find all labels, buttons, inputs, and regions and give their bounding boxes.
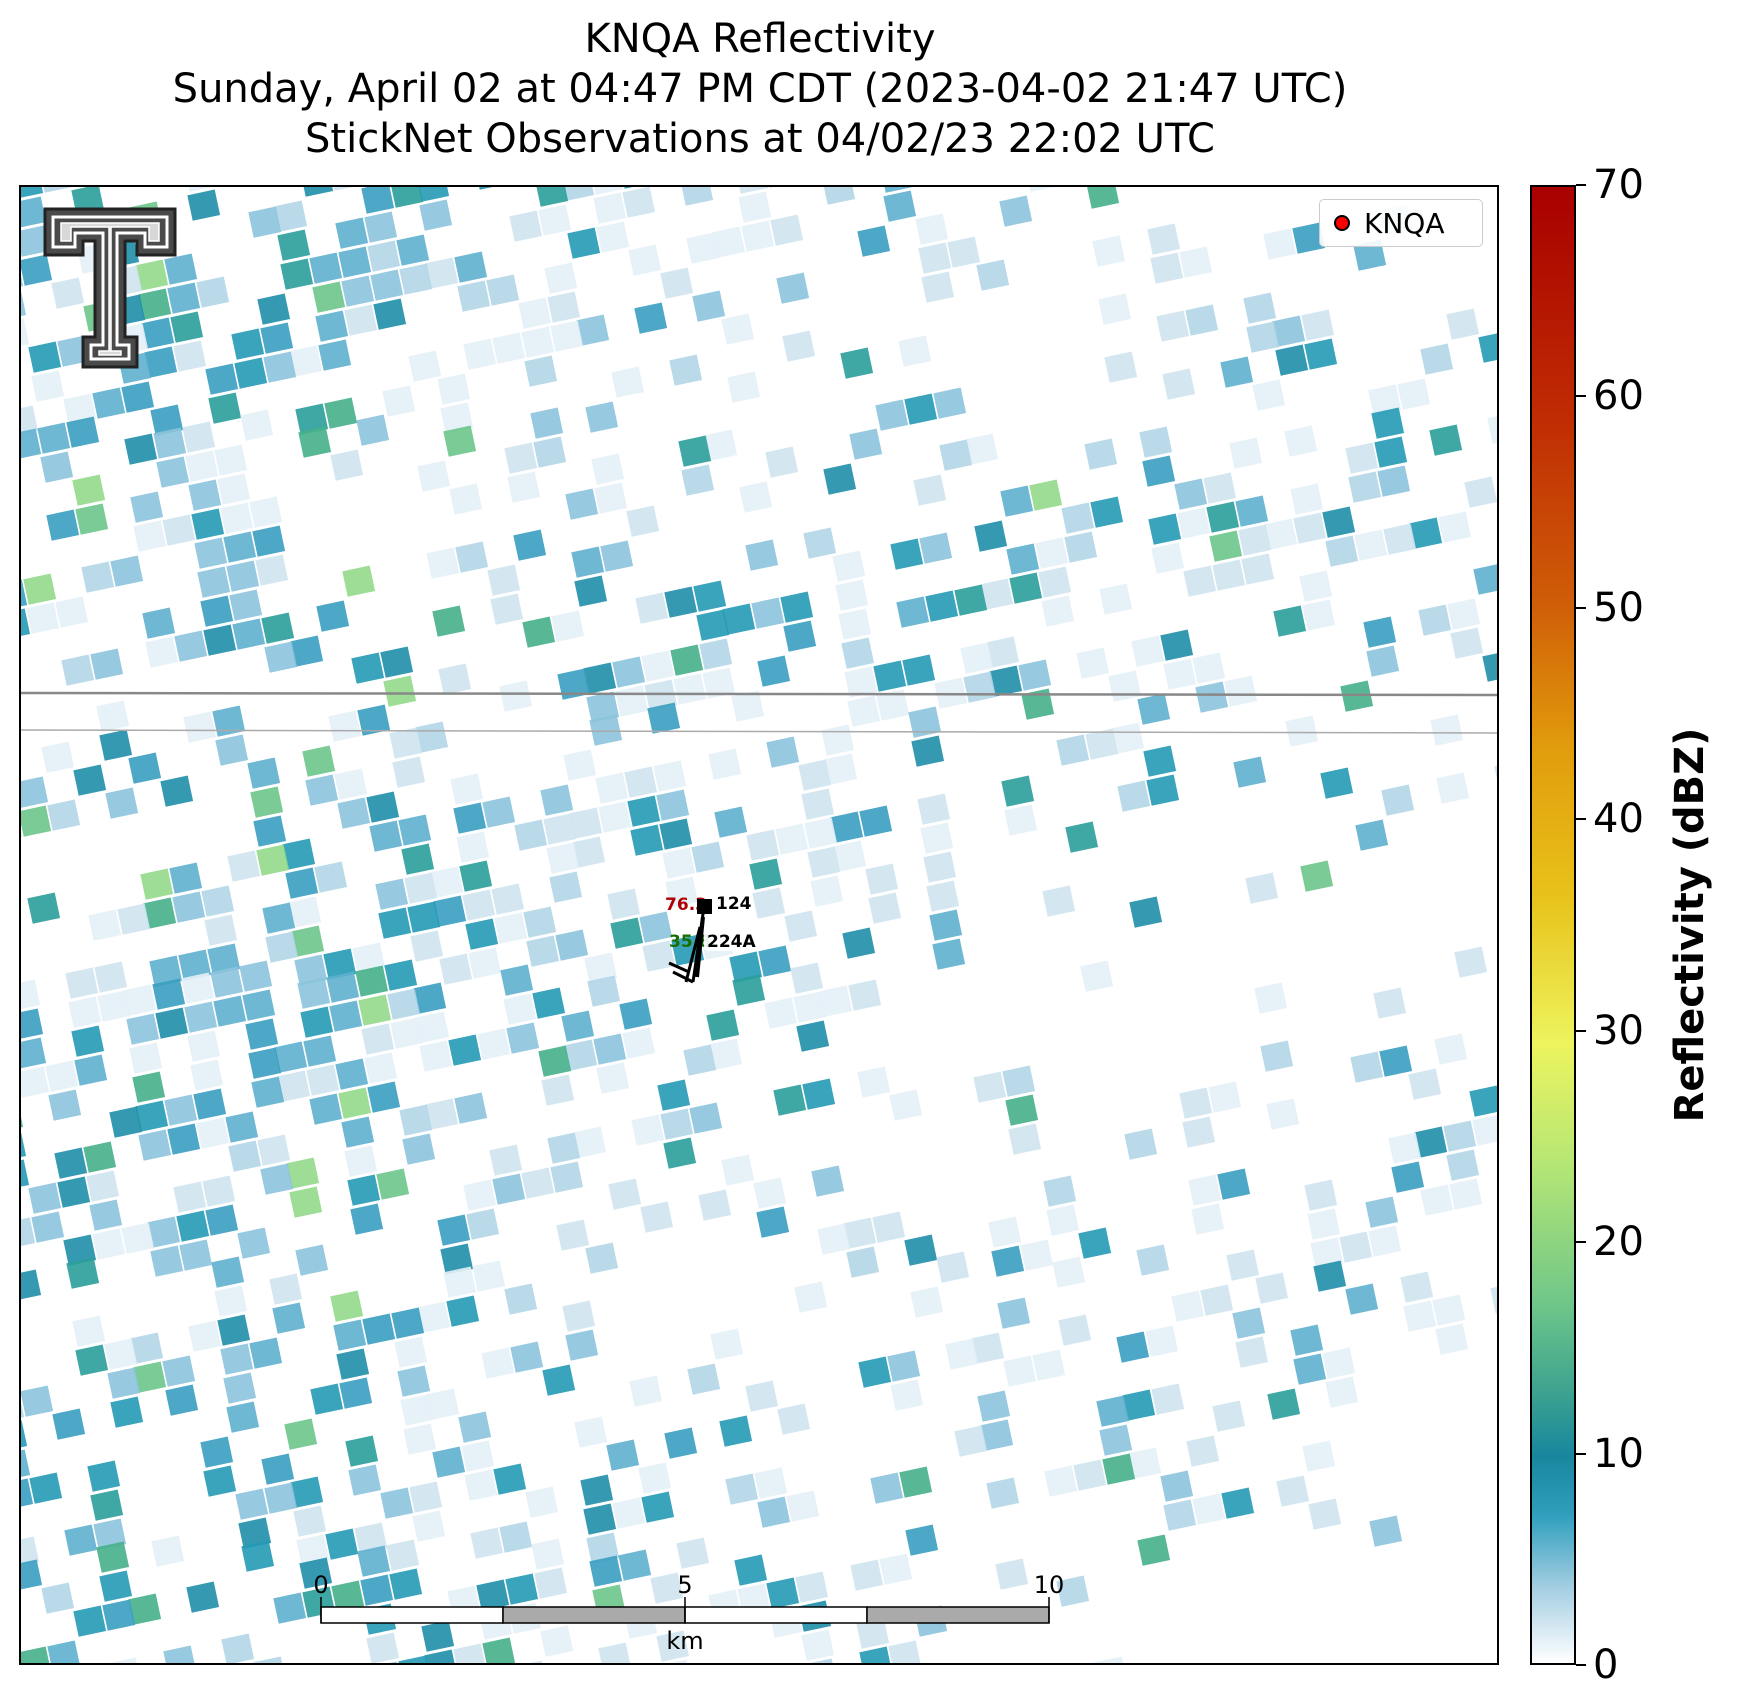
colorbar-label: 20 xyxy=(1593,1219,1644,1266)
sticknet-station[interactable]: 76.3 124 35.8 224A xyxy=(665,894,756,984)
wind-barb-flag-2 xyxy=(668,961,690,974)
colorbar-label: 10 xyxy=(1593,1430,1644,1477)
colorbar xyxy=(1530,185,1576,1665)
scale-unit: km xyxy=(666,1627,703,1655)
colorbar-label: 30 xyxy=(1593,1007,1644,1054)
road-line-2 xyxy=(21,729,1497,734)
title-line-3: StickNet Observations at 04/02/23 22:02 … xyxy=(305,116,1215,162)
colorbar-tick xyxy=(1576,1452,1586,1455)
colorbar-tick xyxy=(1576,1241,1586,1244)
colorbar-label: 60 xyxy=(1593,373,1644,420)
map-title: KNQA Reflectivity Sunday, April 02 at 04… xyxy=(0,14,1520,164)
radar-map[interactable]: 76.3 124 35.8 224A 0 5 10 km xyxy=(19,185,1499,1665)
title-line-1: KNQA Reflectivity xyxy=(584,16,936,62)
scale-segment-1 xyxy=(320,1606,504,1624)
knqa-marker xyxy=(1334,215,1350,231)
legend-label: KNQA xyxy=(1364,206,1445,240)
colorbar-tick xyxy=(1576,1029,1586,1032)
title-line-2: Sunday, April 02 at 04:47 PM CDT (2023-0… xyxy=(172,66,1348,112)
colorbar-label: 40 xyxy=(1593,796,1644,843)
reflectivity-field: 76.3 124 35.8 224A 0 5 10 km xyxy=(21,187,1497,1663)
station-marker xyxy=(697,899,712,914)
scale-label-0: 0 xyxy=(313,1571,328,1599)
colorbar-label: 0 xyxy=(1593,1642,1619,1688)
colorbar-label: 50 xyxy=(1593,584,1644,631)
road-line-1 xyxy=(21,691,1497,697)
station-id-124: 124 xyxy=(716,894,752,914)
colorbar-title: Reflectivity (dBZ) xyxy=(1667,727,1713,1123)
colorbar-tick xyxy=(1576,1664,1586,1666)
colorbar-gradient xyxy=(1532,187,1574,1663)
wind-barb-flag xyxy=(672,970,694,984)
scale-label-10: 10 xyxy=(1034,1571,1065,1599)
station-id-224a: 224A xyxy=(707,932,756,952)
colorbar-tick xyxy=(1576,184,1586,186)
scale-segment-4 xyxy=(866,1606,1050,1624)
scale-bar: 0 5 10 km xyxy=(313,1571,1064,1655)
station-temperature: 76.3 xyxy=(665,895,707,915)
scale-segment-2 xyxy=(502,1606,686,1624)
scale-label-5: 5 xyxy=(677,1571,692,1599)
colorbar-tick xyxy=(1576,606,1586,609)
colorbar-tick xyxy=(1576,395,1586,398)
colorbar-label: 70 xyxy=(1593,162,1644,208)
map-legend: KNQA xyxy=(1319,199,1483,247)
texas-tech-double-t-logo xyxy=(43,207,177,369)
scale-segment-3 xyxy=(684,1606,868,1624)
colorbar-tick xyxy=(1576,818,1586,821)
